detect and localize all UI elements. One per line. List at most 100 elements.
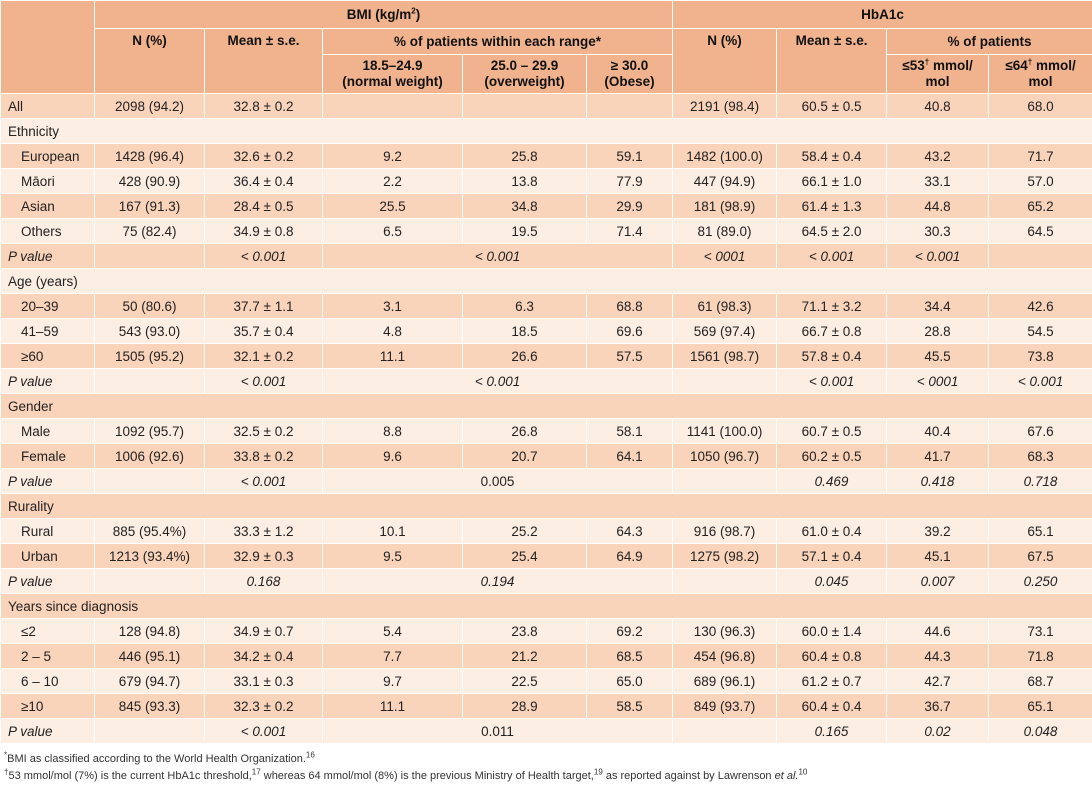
row-label: Rural xyxy=(0,518,95,544)
table-cell xyxy=(322,93,463,119)
table-cell: 9.2 xyxy=(322,143,463,169)
table-cell: 13.8 xyxy=(462,168,587,194)
table-row: Asian 167 (91.3) 28.4 ± 0.5 25.5 34.8 29.9 181… xyxy=(0,193,1092,219)
table-cell: 44.6 xyxy=(886,618,990,644)
p-value-bmi-pct: < 0.001 xyxy=(321,243,674,269)
table-cell: 61.4 ± 1.3 xyxy=(776,193,888,219)
table-cell xyxy=(585,93,674,119)
table-cell: 58.4 ± 0.4 xyxy=(776,143,888,169)
p-value-label: P value xyxy=(0,568,95,594)
table-cell: 66.7 ± 0.8 xyxy=(776,318,888,344)
row-label: 2 – 5 xyxy=(0,643,95,669)
table-cell: 25.5 xyxy=(322,193,463,219)
table-row: 6 – 10 679 (94.7) 33.1 ± 0.3 9.7 22.5 65.0 689… xyxy=(0,668,1092,694)
table-cell: 33.8 ± 0.2 xyxy=(204,443,323,469)
table-cell: 61.2 ± 0.7 xyxy=(776,668,888,694)
table-cell: 26.8 xyxy=(462,418,587,444)
table-cell: 68.3 xyxy=(988,443,1092,469)
table-row: Female 1006 (92.6) 33.8 ± 0.2 9.6 20.7 64.1 10… xyxy=(0,443,1092,469)
table-row: Urban 1213 (93.4%) 32.9 ± 0.3 9.5 25.4 64.9 12… xyxy=(0,543,1092,569)
table-row: ≥10 845 (93.3) 32.3 ± 0.2 11.1 28.9 58.5 849 (… xyxy=(0,693,1092,719)
table-cell: 77.9 xyxy=(585,168,674,194)
section-label: Rurality xyxy=(0,493,1092,519)
header-corner xyxy=(0,0,95,29)
table-cell: 45.5 xyxy=(886,343,990,369)
table-cell: 181 (98.9) xyxy=(672,193,778,219)
table-cell: 1428 (96.4) xyxy=(94,143,205,169)
table-cell: 36.7 xyxy=(886,693,990,719)
row-label: Male xyxy=(0,418,95,444)
section-label: Age (years) xyxy=(0,268,1092,294)
table-cell: 849 (93.7) xyxy=(672,693,778,719)
row-label: Māori xyxy=(0,168,95,194)
p-value-hba-mean: 0.469 xyxy=(776,468,888,494)
table-cell: 64.3 xyxy=(585,518,674,544)
table-cell: 7.7 xyxy=(322,643,463,669)
table-row: 41–59 543 (93.0) 35.7 ± 0.4 4.8 18.5 69.6 569 … xyxy=(0,318,1092,344)
table-cell: 60.2 ± 0.5 xyxy=(776,443,888,469)
table-cell: 689 (96.1) xyxy=(672,668,778,694)
row-label: ≥60 xyxy=(0,343,95,369)
header-threshold-64: ≤64† mmol/mol xyxy=(988,54,1092,94)
table-cell: 28.4 ± 0.5 xyxy=(204,193,323,219)
table-cell: 60.0 ± 1.4 xyxy=(776,618,888,644)
table-cell: 81 (89.0) xyxy=(672,218,778,244)
table-cell: 61.0 ± 0.4 xyxy=(776,518,888,544)
row-label: Asian xyxy=(0,193,95,219)
results-table: BMI (kg/m2) HbA1c N (%) Mean ± s.e. % of… xyxy=(0,0,1092,744)
table-cell: 9.6 xyxy=(322,443,463,469)
table-cell: 59.1 xyxy=(585,143,674,169)
table-cell: 2.2 xyxy=(322,168,463,194)
table-cell: 1006 (92.6) xyxy=(94,443,205,469)
row-label: European xyxy=(0,143,95,169)
table-cell: 36.4 ± 0.4 xyxy=(204,168,323,194)
table-cell: 67.5 xyxy=(988,543,1092,569)
p-value-row: P value < 0.001 0.005 0.469 0.418 0.718 xyxy=(0,468,1092,494)
table-cell: 5.4 xyxy=(322,618,463,644)
p-value-hba-mean: 0.165 xyxy=(776,718,888,744)
table-cell xyxy=(94,243,205,269)
table-cell: 64.5 xyxy=(988,218,1092,244)
section-row: Gender xyxy=(0,393,1092,419)
row-label: 20–39 xyxy=(0,293,95,319)
table-cell: 35.7 ± 0.4 xyxy=(204,318,323,344)
footnote-hba1c: †53 mmol/mol (7%) is the current HbA1c t… xyxy=(4,767,808,782)
footnote-bmi: *BMI as classified according to the Worl… xyxy=(4,750,315,765)
table-cell: 64.5 ± 2.0 xyxy=(776,218,888,244)
table-cell: 69.2 xyxy=(585,618,674,644)
table-cell: 428 (90.9) xyxy=(94,168,205,194)
p-value-t53: < 0001 xyxy=(886,368,990,394)
table-cell: 32.6 ± 0.2 xyxy=(204,143,323,169)
table-cell: 40.8 xyxy=(886,93,990,119)
p-value-label: P value xyxy=(0,718,95,744)
table-cell: 679 (94.7) xyxy=(94,668,205,694)
table-cell: 34.4 xyxy=(886,293,990,319)
p-value-t64: 0.250 xyxy=(988,568,1092,594)
section-row: Years since diagnosis xyxy=(0,593,1092,619)
table-cell: 65.1 xyxy=(988,693,1092,719)
p-value-t64: 0.718 xyxy=(988,468,1092,494)
table-cell: 37.7 ± 1.1 xyxy=(204,293,323,319)
table-cell: 4.8 xyxy=(322,318,463,344)
table-cell: 446 (95.1) xyxy=(94,643,205,669)
table-cell: 128 (94.8) xyxy=(94,618,205,644)
table-cell: 65.2 xyxy=(988,193,1092,219)
header-bmi-mean: Mean ± s.e. xyxy=(204,28,323,94)
table-cell: 34.8 xyxy=(462,193,587,219)
p-value-t53: 0.418 xyxy=(886,468,990,494)
table-cell: 43.2 xyxy=(886,143,990,169)
table-cell: 60.7 ± 0.5 xyxy=(776,418,888,444)
table-cell: 885 (95.4%) xyxy=(94,518,205,544)
table-cell: 543 (93.0) xyxy=(94,318,205,344)
p-value-hba-n xyxy=(672,568,778,594)
table-cell: 58.5 xyxy=(585,693,674,719)
table-cell: 20.7 xyxy=(462,443,587,469)
table-cell: 73.1 xyxy=(988,618,1092,644)
table-cell: 9.5 xyxy=(322,543,463,569)
header-threshold-53: ≤53† mmol/mol xyxy=(886,54,990,94)
header-hba-mean: Mean ± s.e. xyxy=(776,28,888,94)
table-cell: 75 (82.4) xyxy=(94,218,205,244)
table-cell: 8.8 xyxy=(322,418,463,444)
p-value-bmi-pct: < 0.001 xyxy=(321,368,674,394)
row-label: ≤2 xyxy=(0,618,95,644)
